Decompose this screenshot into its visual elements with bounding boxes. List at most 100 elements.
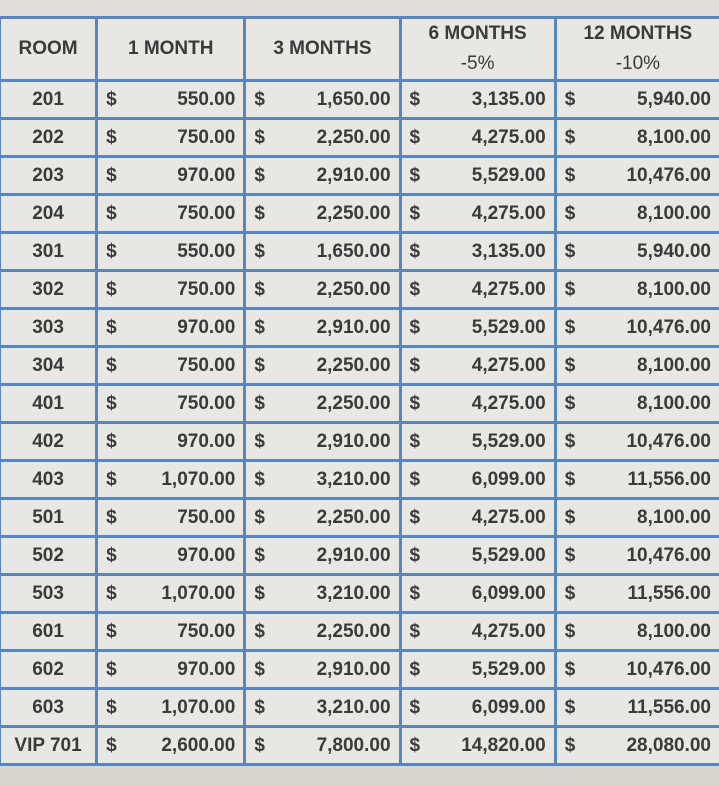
table-row: VIP 701 $2,600.00 $7,800.00 $14,820.00 $28,0… <box>0 725 719 766</box>
currency-symbol: $ <box>409 316 421 338</box>
currency-symbol: $ <box>564 582 576 604</box>
amount: 2,250.00 <box>316 620 391 642</box>
currency-symbol: $ <box>564 620 576 642</box>
price: $6,099.00 <box>410 469 546 491</box>
currency-symbol: $ <box>409 430 421 452</box>
currency-symbol: $ <box>106 164 117 186</box>
amount: 970.00 <box>177 316 236 338</box>
currency-symbol: $ <box>254 696 265 718</box>
currency-symbol: $ <box>564 430 576 452</box>
amount: 1,650.00 <box>316 88 391 110</box>
price: $8,100.00 <box>565 279 711 301</box>
currency-symbol: $ <box>254 506 265 528</box>
amount: 14,820.00 <box>461 734 546 756</box>
table-row: 204 $750.00 $2,250.00 $4,275.00 $8,100.00 <box>0 193 719 234</box>
price: $11,556.00 <box>565 697 711 719</box>
amount: 2,250.00 <box>316 506 391 528</box>
currency-symbol: $ <box>106 88 117 110</box>
amount: 28,080.00 <box>626 734 711 756</box>
price-cell: $750.00 <box>95 193 247 234</box>
price-cell: $11,556.00 <box>553 573 719 614</box>
price: $5,529.00 <box>410 659 546 681</box>
amount: 750.00 <box>177 126 236 148</box>
price-cell: $2,910.00 <box>243 649 402 690</box>
currency-symbol: $ <box>106 430 117 452</box>
price-cell: $970.00 <box>95 307 247 348</box>
amount: 970.00 <box>177 430 236 452</box>
room-number: VIP 701 <box>0 725 99 766</box>
amount: 2,250.00 <box>316 126 391 148</box>
column-header: 3 MONTHS <box>243 16 402 82</box>
price-cell: $750.00 <box>95 611 247 652</box>
table-row: 301 $550.00 $1,650.00 $3,135.00 $5,940.00 <box>0 231 719 272</box>
room-number: 402 <box>0 421 99 462</box>
price: $5,529.00 <box>410 165 546 187</box>
currency-symbol: $ <box>409 620 421 642</box>
price: $5,529.00 <box>410 431 546 453</box>
price: $750.00 <box>106 279 235 301</box>
price: $2,250.00 <box>254 507 390 529</box>
currency-symbol: $ <box>409 658 421 680</box>
currency-symbol: $ <box>564 240 576 262</box>
price: $2,910.00 <box>254 165 390 187</box>
amount: 5,940.00 <box>637 88 711 110</box>
price: $550.00 <box>106 89 235 111</box>
amount: 3,135.00 <box>471 88 546 110</box>
currency-symbol: $ <box>254 734 265 756</box>
amount: 750.00 <box>177 202 236 224</box>
room-number: 403 <box>0 459 99 500</box>
table-row: 401 $750.00 $2,250.00 $4,275.00 $8,100.00 <box>0 383 719 424</box>
amount: 3,210.00 <box>316 582 391 604</box>
cut-off-title-area <box>0 0 719 16</box>
currency-symbol: $ <box>409 202 421 224</box>
currency-symbol: $ <box>564 202 576 224</box>
price-cell: $2,250.00 <box>243 383 402 424</box>
amount: 750.00 <box>177 392 236 414</box>
amount: 10,476.00 <box>626 316 711 338</box>
amount: 5,940.00 <box>637 240 711 262</box>
amount: 970.00 <box>177 658 236 680</box>
price-cell: $4,275.00 <box>398 497 557 538</box>
currency-symbol: $ <box>254 240 265 262</box>
currency-symbol: $ <box>409 582 421 604</box>
price-cell: $10,476.00 <box>553 421 719 462</box>
price: $5,940.00 <box>565 241 711 263</box>
price-cell: $8,100.00 <box>553 345 719 386</box>
price: $4,275.00 <box>410 393 546 415</box>
currency-symbol: $ <box>106 126 117 148</box>
room-number: 301 <box>0 231 99 272</box>
price: $750.00 <box>106 507 235 529</box>
table-row: 303 $970.00 $2,910.00 $5,529.00 $10,476.00 <box>0 307 719 348</box>
currency-symbol: $ <box>409 126 421 148</box>
price-cell: $4,275.00 <box>398 269 557 310</box>
price: $970.00 <box>106 659 235 681</box>
currency-symbol: $ <box>254 202 265 224</box>
currency-symbol: $ <box>409 506 421 528</box>
table-row: 202 $750.00 $2,250.00 $4,275.00 $8,100.00 <box>0 117 719 158</box>
amount: 5,529.00 <box>471 544 546 566</box>
amount: 970.00 <box>177 164 236 186</box>
currency-symbol: $ <box>254 468 265 490</box>
price-cell: $1,650.00 <box>243 231 402 272</box>
currency-symbol: $ <box>254 582 265 604</box>
amount: 2,250.00 <box>316 202 391 224</box>
currency-symbol: $ <box>564 506 576 528</box>
currency-symbol: $ <box>254 544 265 566</box>
amount: 4,275.00 <box>471 392 546 414</box>
price-cell: $1,650.00 <box>243 79 402 120</box>
price: $970.00 <box>106 165 235 187</box>
currency-symbol: $ <box>106 582 117 604</box>
amount: 1,650.00 <box>316 240 391 262</box>
price-cell: $750.00 <box>95 117 247 158</box>
price-cell: $10,476.00 <box>553 307 719 348</box>
price-cell: $2,250.00 <box>243 269 402 310</box>
price-cell: $2,910.00 <box>243 421 402 462</box>
price-cell: $3,135.00 <box>398 79 557 120</box>
price-cell: $5,940.00 <box>553 231 719 272</box>
price: $6,099.00 <box>410 583 546 605</box>
price-cell: $750.00 <box>95 497 247 538</box>
price: $8,100.00 <box>565 393 711 415</box>
amount: 8,100.00 <box>637 506 711 528</box>
price: $11,556.00 <box>565 583 711 605</box>
amount: 4,275.00 <box>471 126 546 148</box>
